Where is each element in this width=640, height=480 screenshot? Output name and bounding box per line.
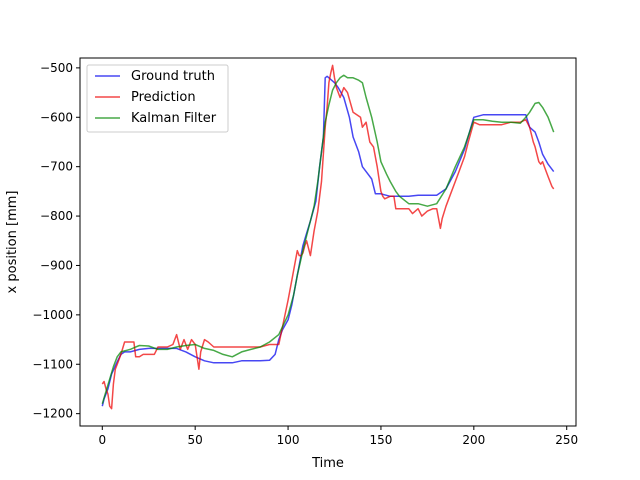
y-tick-label: −800 bbox=[40, 209, 73, 223]
x-axis: 0 50 100 150 200 250 bbox=[98, 426, 578, 447]
x-tick-label: 0 bbox=[98, 433, 106, 447]
y-tick-label: −1200 bbox=[32, 407, 73, 421]
legend-box bbox=[86, 64, 229, 133]
y-axis: −1200 −1100 −1000 −900 −800 −700 −600 −500 bbox=[32, 61, 80, 421]
series-line-1 bbox=[101, 64, 555, 410]
legend: Ground truth Prediction Kalman Filter bbox=[86, 64, 229, 133]
series-line-2 bbox=[101, 74, 555, 405]
series-layer bbox=[101, 64, 555, 410]
x-tick-label: 100 bbox=[277, 433, 300, 447]
legend-label-1: Prediction bbox=[131, 90, 196, 105]
legend-label-0: Ground truth bbox=[131, 69, 215, 84]
series-line-0 bbox=[101, 75, 555, 407]
y-tick-label: −600 bbox=[40, 110, 73, 124]
x-tick-label: 250 bbox=[555, 433, 578, 447]
x-axis-label: Time bbox=[311, 456, 344, 471]
x-tick-label: 200 bbox=[462, 433, 485, 447]
plot-frame bbox=[79, 57, 577, 427]
y-tick-label: −700 bbox=[40, 160, 73, 174]
x-tick-label: 50 bbox=[188, 433, 203, 447]
y-axis-label: x position [mm] bbox=[5, 191, 20, 294]
y-tick-label: −500 bbox=[40, 61, 73, 75]
y-tick-label: −900 bbox=[40, 258, 73, 272]
y-tick-label: −1000 bbox=[32, 308, 73, 322]
legend-label-2: Kalman Filter bbox=[131, 111, 217, 126]
x-tick-label: 150 bbox=[369, 433, 392, 447]
y-tick-label: −1100 bbox=[32, 357, 73, 371]
